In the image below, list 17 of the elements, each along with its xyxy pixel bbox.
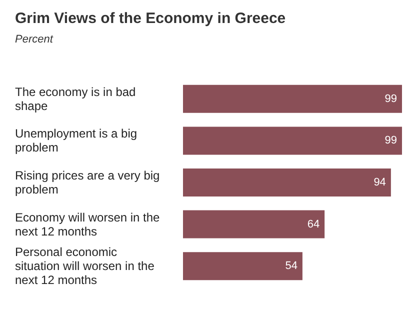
bar [183, 126, 402, 155]
data-label: 99 [384, 134, 397, 147]
data-label: 54 [285, 260, 298, 272]
y-tick-label: The economy is in bad shape [15, 84, 140, 113]
data-label: 64 [307, 218, 320, 230]
text: Percent [15, 34, 54, 46]
y-tick-label: Rising prices are a very big problem [15, 168, 164, 196]
data-label: 99 [384, 92, 397, 105]
y-tick-label: Economy will worsen in the next 12 months [15, 210, 164, 238]
bar [183, 252, 302, 280]
chart-title: Grim Views of the Economy in Greece [15, 10, 286, 27]
bar [183, 210, 325, 238]
bar [183, 84, 402, 113]
y-tick-label: Personal economic situation will worsen in the next 12 months [15, 245, 158, 288]
bar [183, 168, 391, 196]
data-label: 94 [374, 176, 386, 188]
y-tick-label: Unemployment is a big problem [15, 126, 140, 155]
